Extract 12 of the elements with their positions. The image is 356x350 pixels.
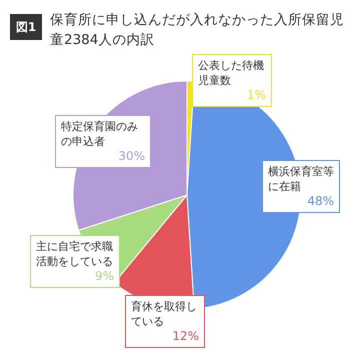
data-label: 1% (246, 88, 266, 103)
caption: 図1 (10, 14, 42, 40)
slice-label: 横浜保育室等に在籍 (268, 164, 334, 194)
chart-title: 保育所に申し込んだが入れなかった入所保留児童2384人の内訳 (50, 11, 345, 50)
data-label: 12% (171, 329, 199, 344)
data-label: 48% (306, 194, 334, 209)
slice-label: 特定保育園のみの申込者 (61, 119, 139, 149)
slice-label: 主に自宅で求職活動をしている (36, 239, 114, 269)
data-label: 9% (94, 269, 114, 284)
data-label: 30% (117, 149, 145, 164)
slice-label: 育休を取得している (131, 299, 198, 329)
slice-label: 公表した待機児童数 (198, 58, 265, 88)
